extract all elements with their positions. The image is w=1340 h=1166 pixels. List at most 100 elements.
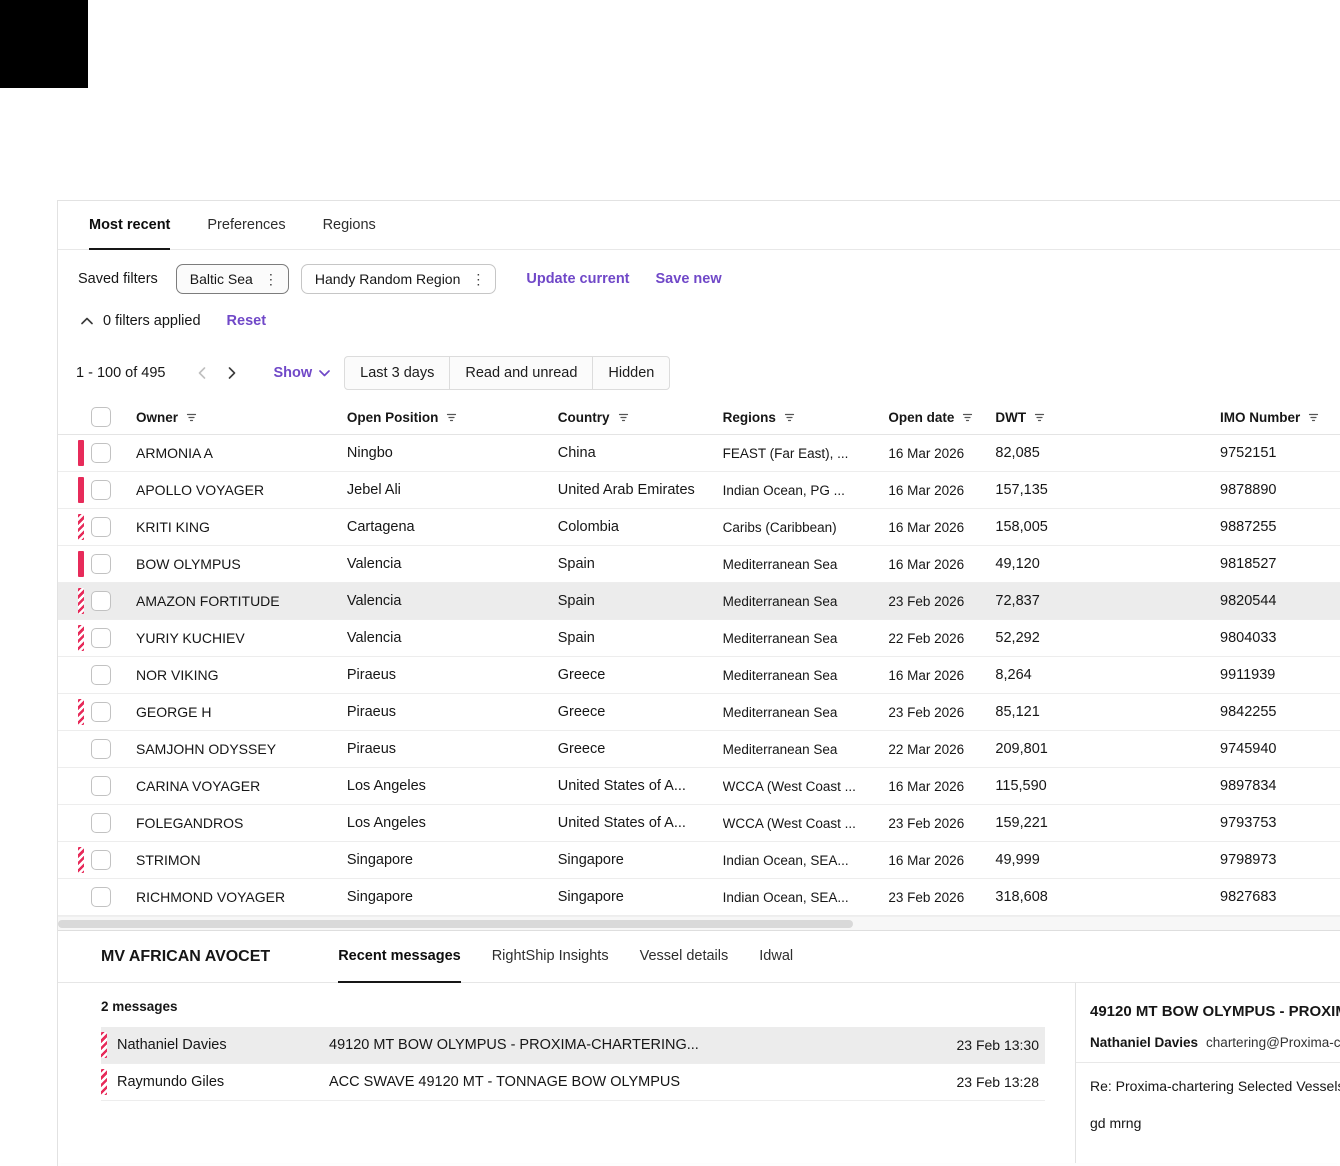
select-all-checkbox[interactable] <box>91 407 111 427</box>
table-header: Owner Open Position Country Regions Open… <box>58 400 1340 435</box>
column-header-owner[interactable]: Owner <box>136 409 179 425</box>
table-row[interactable]: ARMONIA A Ningbo China FEAST (Far East),… <box>58 435 1340 472</box>
row-indicator <box>78 662 84 688</box>
detail-panel-header: MV AFRICAN AVOCET Recent messages RightS… <box>58 931 1340 983</box>
cell-country: United States of A... <box>557 815 686 831</box>
cell-open-date: 23 Feb 2026 <box>888 593 965 609</box>
filter-icon[interactable] <box>962 412 973 423</box>
filter-icon[interactable] <box>1034 412 1045 423</box>
horizontal-scrollbar-thumb[interactable] <box>58 920 853 928</box>
table-row[interactable]: RICHMOND VOYAGER Singapore Singapore Ind… <box>58 879 1340 916</box>
message-count: 2 messages <box>101 999 178 1014</box>
row-checkbox[interactable] <box>91 554 111 574</box>
segment-read-and-unread[interactable]: Read and unread <box>449 357 592 389</box>
row-checkbox[interactable] <box>91 702 111 722</box>
message-row[interactable]: Raymundo Giles ACC SWAVE 49120 MT - TONN… <box>101 1064 1045 1101</box>
column-header-open-date[interactable]: Open date <box>888 409 955 425</box>
filters-applied-row: 0 filters applied Reset <box>58 298 1340 332</box>
collapse-filters-chevron-up-icon[interactable] <box>81 317 93 325</box>
segment-last-3-days[interactable]: Last 3 days <box>360 365 435 381</box>
filter-icon[interactable] <box>1308 412 1319 423</box>
horizontal-scrollbar[interactable] <box>58 916 1340 930</box>
saved-filter-chip-handy-random-region[interactable]: Handy Random Region ⋮ <box>300 264 497 294</box>
tab-recent-messages[interactable]: Recent messages <box>338 931 461 983</box>
table-row[interactable]: FOLEGANDROS Los Angeles United States of… <box>58 805 1340 842</box>
table-row[interactable]: SAMJOHN ODYSSEY Piraeus Greece Mediterra… <box>58 731 1340 768</box>
message-subject-line: 49120 MT BOW OLYMPUS - PROXIMA-CHARTERIN… <box>329 1037 699 1053</box>
cell-open-position: Valencia <box>346 593 402 609</box>
tab-preferences[interactable]: Preferences <box>207 216 286 233</box>
message-title: 49120 MT BOW OLYMPUS - PROXIMA <box>1090 1003 1340 1020</box>
row-checkbox[interactable] <box>91 480 111 500</box>
table-row[interactable]: AMAZON FORTITUDE Valencia Spain Mediterr… <box>58 583 1340 620</box>
cell-imo-number: 9752151 <box>1220 445 1277 461</box>
message-sender-email: chartering@Proxima-ch <box>1206 1035 1340 1050</box>
cell-country: United Arab Emirates <box>557 482 695 498</box>
filter-icon[interactable] <box>446 412 457 423</box>
cell-country: Greece <box>557 741 606 757</box>
row-checkbox[interactable] <box>91 665 111 685</box>
column-header-imo-number[interactable]: IMO Number <box>1220 409 1301 425</box>
update-current-button[interactable]: Update current <box>526 271 630 287</box>
filter-icon[interactable] <box>186 412 197 423</box>
row-checkbox[interactable] <box>91 813 111 833</box>
cell-regions: Caribs (Caribbean) <box>722 519 837 535</box>
row-checkbox[interactable] <box>91 739 111 759</box>
message-subject: Re: Proxima-chartering Selected Vessels <box>1090 1078 1340 1094</box>
table-row[interactable]: CARINA VOYAGER Los Angeles United States… <box>58 768 1340 805</box>
column-header-country[interactable]: Country <box>557 409 610 425</box>
cell-dwt: 49,120 <box>995 556 1040 572</box>
row-checkbox[interactable] <box>91 887 111 907</box>
cell-country: Singapore <box>557 852 624 868</box>
save-new-button[interactable]: Save new <box>655 271 722 287</box>
column-header-regions[interactable]: Regions <box>722 409 776 425</box>
message-time: 23 Feb 13:30 <box>956 1037 1039 1053</box>
cell-regions: Indian Ocean, PG ... <box>722 482 845 498</box>
row-checkbox[interactable] <box>91 850 111 870</box>
cell-country: Colombia <box>557 519 619 535</box>
table-row[interactable]: BOW OLYMPUS Valencia Spain Mediterranean… <box>58 546 1340 583</box>
row-checkbox[interactable] <box>91 517 111 537</box>
saved-filter-chip-baltic-sea[interactable]: Baltic Sea ⋮ <box>175 264 289 294</box>
table-row[interactable]: APOLLO VOYAGER Jebel Ali United Arab Emi… <box>58 472 1340 509</box>
cell-open-position: Cartagena <box>346 519 415 535</box>
filter-icon[interactable] <box>784 412 795 423</box>
row-checkbox[interactable] <box>91 443 111 463</box>
tab-idwal[interactable]: Idwal <box>759 948 794 964</box>
message-row[interactable]: Nathaniel Davies 49120 MT BOW OLYMPUS - … <box>101 1027 1045 1064</box>
show-label: Show <box>273 365 313 381</box>
table-row[interactable]: STRIMON Singapore Singapore Indian Ocean… <box>58 842 1340 879</box>
show-dropdown-button[interactable]: Show <box>274 365 331 381</box>
message-sender: Raymundo Giles <box>117 1074 225 1090</box>
cell-regions: Indian Ocean, SEA... <box>722 852 849 868</box>
table-row[interactable]: GEORGE H Piraeus Greece Mediterranean Se… <box>58 694 1340 731</box>
table-row[interactable]: NOR VIKING Piraeus Greece Mediterranean … <box>58 657 1340 694</box>
table-row[interactable]: KRITI KING Cartagena Colombia Caribs (Ca… <box>58 509 1340 546</box>
reset-filters-button[interactable]: Reset <box>226 313 267 329</box>
row-checkbox[interactable] <box>91 591 111 611</box>
message-indicator <box>101 1032 107 1058</box>
cell-dwt: 159,221 <box>995 815 1048 831</box>
tab-rightship-insights[interactable]: RightShip Insights <box>491 948 609 964</box>
column-header-open-position[interactable]: Open Position <box>346 409 439 425</box>
message-indicator <box>101 1069 107 1095</box>
tab-regions[interactable]: Regions <box>322 216 376 233</box>
table-row[interactable]: YURIY KUCHIEV Valencia Spain Mediterrane… <box>58 620 1340 657</box>
next-page-button[interactable] <box>228 367 236 379</box>
row-indicator <box>78 625 84 651</box>
previous-page-button[interactable] <box>198 367 206 379</box>
cell-country: Spain <box>557 593 595 609</box>
kebab-menu-icon[interactable]: ⋮ <box>263 271 278 287</box>
tab-vessel-details[interactable]: Vessel details <box>639 948 729 964</box>
message-sender: Nathaniel Davies <box>117 1037 227 1053</box>
kebab-menu-icon[interactable]: ⋮ <box>471 271 486 287</box>
filter-icon[interactable] <box>618 412 629 423</box>
cell-dwt: 72,837 <box>995 593 1040 609</box>
column-header-dwt[interactable]: DWT <box>995 409 1027 425</box>
tab-most-recent[interactable]: Most recent <box>89 201 171 250</box>
filters-applied-text: 0 filters applied <box>103 313 201 329</box>
row-checkbox[interactable] <box>91 628 111 648</box>
segment-hidden[interactable]: Hidden <box>592 357 669 389</box>
row-checkbox[interactable] <box>91 776 111 796</box>
cell-open-date: 16 Mar 2026 <box>888 778 965 794</box>
